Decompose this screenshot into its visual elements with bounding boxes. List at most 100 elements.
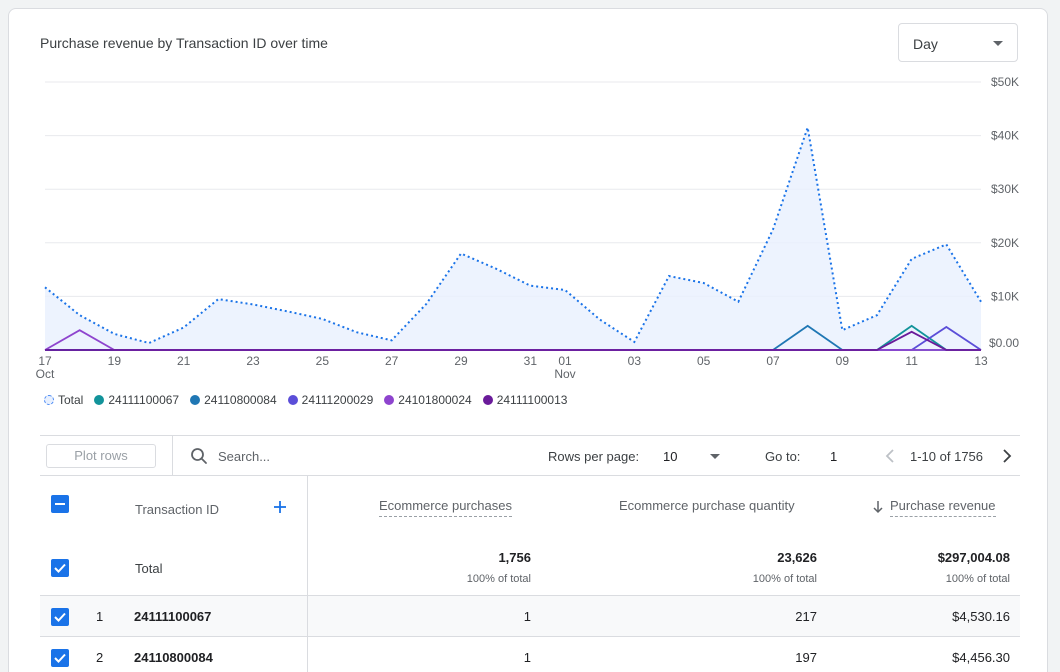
legend-swatch: [94, 395, 105, 405]
total-quantity-pct: 100% of total: [752, 573, 817, 585]
x-tick-label: 25: [316, 354, 330, 368]
total-row-checkbox[interactable]: [51, 559, 69, 577]
divider: [40, 595, 1020, 596]
legend-label: 24111100067: [108, 393, 180, 407]
goto-page-input[interactable]: 1: [830, 449, 838, 464]
legend-label: 24110800084: [204, 393, 277, 407]
x-tick-label: 29: [454, 354, 468, 368]
table-toolbar: Plot rows Rows per page: 10 Go to: 1 1-1…: [40, 435, 1020, 476]
caret-down-icon: [993, 41, 1003, 46]
x-tick-label: 19: [108, 354, 122, 368]
check-icon: [54, 563, 66, 573]
row-index: 1: [96, 609, 104, 624]
check-icon: [54, 653, 66, 663]
search-icon: [191, 448, 207, 464]
row-index: 2: [96, 650, 104, 665]
arrow-down-icon: [873, 501, 883, 514]
total-label: Total: [135, 561, 163, 576]
legend-swatch: [44, 395, 54, 405]
x-tick-label: 05: [697, 354, 711, 368]
legend-item[interactable]: 24101800024: [384, 393, 472, 407]
total-purchases-pct: 100% of total: [466, 573, 531, 585]
x-tick-label: 11: [905, 354, 918, 368]
legend-swatch: [482, 395, 493, 405]
row-checkbox[interactable]: [51, 649, 69, 667]
caret-down-icon[interactable]: [710, 454, 720, 459]
legend-label: Total: [58, 393, 84, 407]
legend-item[interactable]: 24111100013: [482, 393, 568, 407]
x-tick-label: 21: [177, 354, 191, 368]
row-transaction-id: 24111100067: [134, 609, 212, 624]
header-transaction-id[interactable]: Transaction ID: [135, 502, 220, 517]
granularity-value: Day: [913, 36, 938, 52]
legend-swatch: [190, 395, 201, 405]
chart-legend: Total 24111100067 24110800084 24111200029 24…: [44, 393, 567, 407]
x-tick-label: 07: [766, 354, 780, 368]
x-tick-label: 23: [246, 354, 260, 368]
select-all-checkbox[interactable]: [51, 495, 69, 513]
column-divider: [307, 476, 308, 596]
x-tick-label: 09: [836, 354, 850, 368]
y-tick-label: $0.00: [989, 336, 1019, 350]
rows-per-page-select[interactable]: 10: [663, 449, 678, 464]
header-ecommerce-purchases[interactable]: Ecommerce purchases: [379, 498, 512, 517]
x-tick-label: 01: [558, 354, 572, 368]
y-tick-label: $30K: [991, 182, 1019, 196]
total-quantity: 23,626: [777, 550, 817, 565]
row-quantity: 217: [795, 609, 817, 624]
legend-item[interactable]: Total: [44, 393, 83, 407]
minus-icon: [55, 503, 65, 505]
report-card: Purchase revenue by Transaction ID over …: [8, 8, 1048, 672]
total-revenue: $297,004.08: [937, 550, 1010, 565]
total-purchases: 1,756: [498, 550, 531, 565]
series-line-24111100013: [45, 330, 981, 351]
row-revenue: $4,530.16: [952, 609, 1010, 624]
legend-label: 24101800024: [398, 393, 472, 407]
x-tick-label: 17: [38, 354, 52, 368]
legend-item[interactable]: 24111100067: [94, 393, 179, 407]
page-range: 1-10 of 1756: [910, 449, 984, 464]
row-checkbox[interactable]: [51, 608, 69, 626]
toolbar-divider: [172, 436, 173, 476]
y-tick-label: $10K: [991, 289, 1019, 303]
column-divider: [307, 596, 308, 637]
y-tick-label: $20K: [991, 236, 1019, 250]
legend-swatch: [287, 395, 298, 405]
row-purchases: 1: [523, 609, 531, 624]
legend-swatch: [384, 395, 395, 405]
granularity-select[interactable]: Day: [898, 23, 1018, 62]
total-series-line: [44, 127, 982, 345]
legend-label: 24111100013: [496, 393, 568, 407]
x-tick-sublabel: Nov: [554, 367, 575, 381]
row-transaction-id: 24110800084: [134, 650, 213, 665]
total-revenue-pct: 100% of total: [945, 573, 1010, 585]
y-tick-label: $50K: [991, 75, 1019, 89]
total-series-area: [45, 127, 981, 350]
chevron-right-icon[interactable]: [1000, 447, 1014, 465]
search-input[interactable]: [218, 447, 368, 465]
legend-label: 24111200029: [301, 393, 374, 407]
row-purchases: 1: [523, 650, 531, 665]
goto-label: Go to:: [765, 449, 801, 464]
column-divider: [307, 637, 308, 672]
rows-per-page-label: Rows per page:: [548, 449, 640, 464]
chart-title: Purchase revenue by Transaction ID over …: [40, 35, 328, 51]
plot-rows-button[interactable]: Plot rows: [46, 444, 156, 468]
row-quantity: 197: [795, 650, 817, 665]
legend-item[interactable]: 24111200029: [287, 393, 374, 407]
x-tick-label: 31: [524, 354, 538, 368]
header-purchase-revenue[interactable]: Purchase revenue: [890, 498, 996, 517]
header-purchase-quantity[interactable]: Ecommerce purchase quantity: [619, 498, 795, 513]
check-icon: [54, 612, 66, 622]
table-row[interactable]: 1 24111100067 1 217 $4,530.16: [40, 596, 1020, 637]
chevron-left-icon[interactable]: [883, 447, 897, 465]
x-tick-sublabel: Oct: [36, 367, 55, 381]
y-tick-label: $40K: [991, 129, 1019, 143]
table-row[interactable]: 2 24110800084 1 197 $4,456.30: [40, 637, 1020, 672]
plus-icon[interactable]: [273, 500, 287, 514]
x-tick-label: 03: [628, 354, 642, 368]
row-revenue: $4,456.30: [952, 650, 1010, 665]
legend-item[interactable]: 24110800084: [190, 393, 277, 407]
x-tick-label: 27: [385, 354, 399, 368]
